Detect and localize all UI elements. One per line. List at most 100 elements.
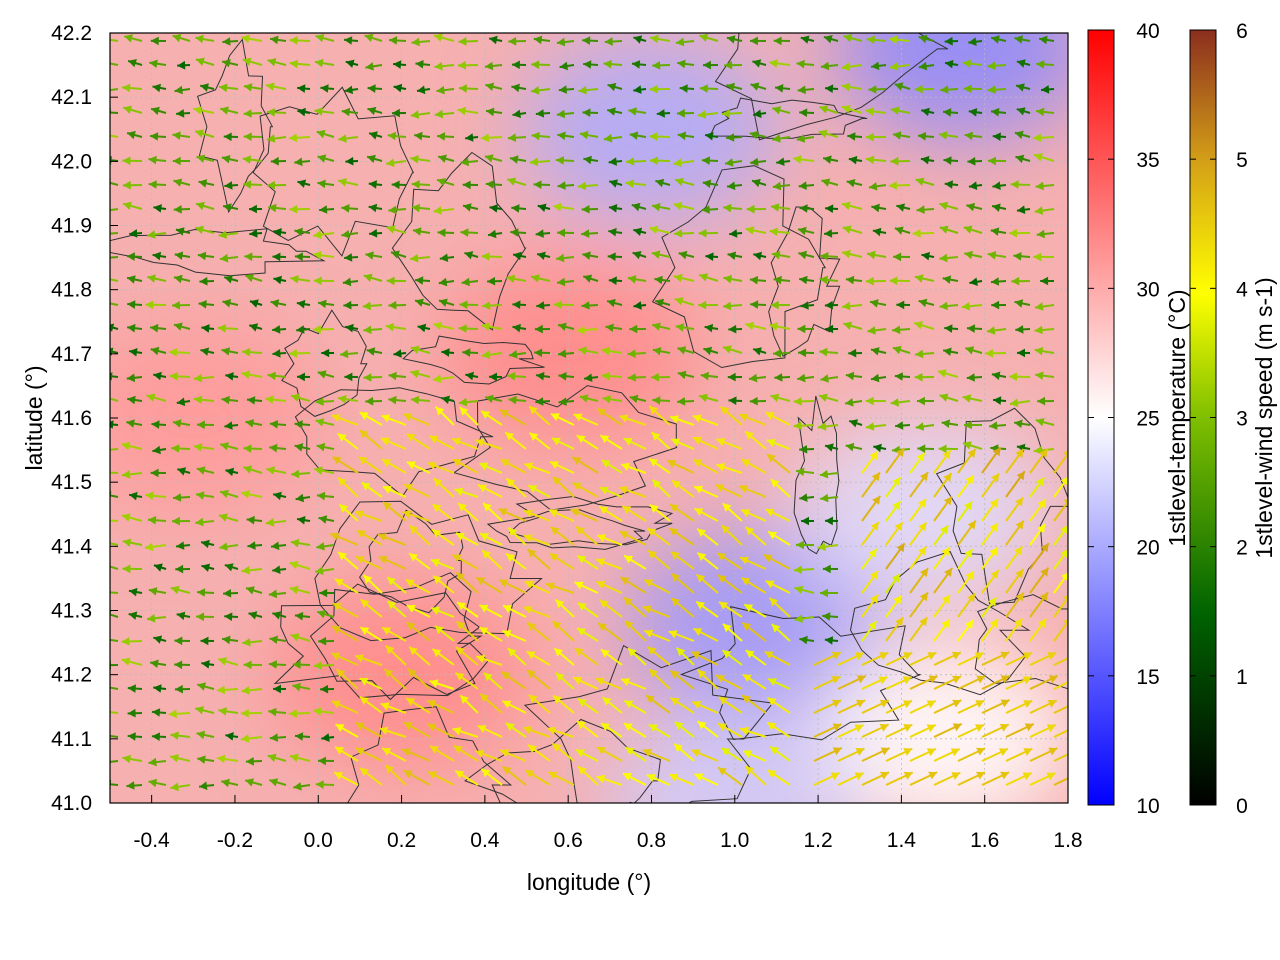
wind-arrow [273, 275, 287, 285]
wind-arrow [110, 88, 119, 92]
wind-arrow [393, 60, 407, 69]
contour-line [402, 335, 545, 385]
wind-arrow [824, 443, 839, 452]
wind-arrow [885, 676, 913, 690]
wind-arrow [557, 349, 575, 358]
wind-arrow [861, 548, 878, 570]
wind-arrow [455, 532, 479, 546]
wind-arrow [1009, 228, 1031, 238]
wind-arrow [454, 671, 479, 690]
wind-arrow [172, 33, 191, 43]
wind-arrow [869, 299, 887, 308]
wind-arrow [452, 458, 479, 474]
wind-arrow [174, 660, 191, 670]
wind-arrow [126, 373, 143, 383]
wind-arrow [914, 372, 935, 382]
wind-arrow [196, 420, 215, 430]
wind-arrow [219, 489, 239, 498]
wind-arrow [632, 251, 647, 260]
wind-arrow [110, 208, 119, 212]
wind-arrow [595, 677, 623, 690]
wind-arrow [151, 708, 167, 717]
wind-arrow [429, 745, 455, 762]
wind-arrow [313, 250, 335, 260]
wind-arrow [526, 669, 551, 690]
wind-arrow [176, 109, 191, 118]
wind-arrow [248, 323, 263, 332]
wind-arrow [670, 550, 695, 570]
wind-arrow [577, 181, 599, 191]
wind-arrow [623, 437, 647, 450]
wind-arrow [195, 57, 215, 66]
wind-arrow [527, 484, 551, 498]
x-tick-label: -0.4 [134, 829, 171, 852]
wind-arrow [652, 61, 671, 70]
wind-arrow [297, 372, 311, 382]
wind-arrow [817, 422, 839, 431]
wind-arrow [126, 419, 143, 428]
wind-arrow [1005, 496, 1024, 522]
wind-arrow [981, 522, 999, 546]
wind-arrow [767, 677, 791, 690]
wind-arrow [110, 278, 119, 282]
wind-arrow [607, 252, 623, 261]
wind-arrow [152, 251, 167, 261]
wind-arrow [198, 179, 215, 188]
wind-arrow [933, 699, 962, 714]
wind-arrow [741, 458, 767, 474]
temperature-region [833, 33, 1068, 141]
wind-arrow [110, 372, 119, 381]
wind-arrow [702, 60, 719, 70]
wind-arrow [885, 542, 906, 570]
contour-line [486, 508, 646, 550]
wind-arrow [966, 202, 983, 212]
wind-arrow [402, 413, 431, 426]
wind-arrow [985, 349, 1007, 358]
wind-arrow [150, 36, 167, 46]
wind-arrow [122, 180, 143, 190]
wind-arrow [381, 626, 407, 642]
wind-arrow [219, 253, 239, 263]
wind-arrow [669, 503, 695, 522]
wind-arrow [649, 84, 671, 94]
wind-arrow [337, 551, 359, 570]
wind-arrow [201, 324, 215, 333]
wind-arrow [1053, 476, 1068, 498]
wind-arrow [600, 722, 623, 738]
wind-arrow [170, 585, 191, 595]
wind-arrow [766, 697, 791, 714]
wind-arrow [890, 156, 911, 166]
wind-arrow [550, 412, 575, 426]
wind-arrow [944, 36, 959, 46]
wind-arrow [576, 627, 599, 642]
wind-arrow [968, 37, 983, 46]
contour-line [679, 606, 921, 741]
wind-arrow [576, 325, 599, 335]
wind-arrow [343, 36, 359, 45]
wind-arrow [957, 747, 986, 762]
wind-arrow [433, 477, 455, 498]
wind-arrow [753, 251, 767, 261]
wind-arrow [289, 560, 311, 570]
wind-arrow [885, 500, 902, 522]
wind-arrow [724, 158, 743, 167]
wind-arrow [122, 105, 143, 114]
colorbar-tick-label: 10 [1136, 795, 1159, 818]
wind-arrow [892, 131, 911, 140]
wind-arrow [170, 731, 191, 740]
wind-arrow [457, 106, 479, 116]
wind-arrow [222, 203, 239, 212]
wind-arrow [981, 771, 1010, 786]
wind-arrow [885, 573, 901, 594]
wind-arrow [577, 765, 599, 786]
wind-arrow [867, 326, 887, 335]
wind-arrow [428, 435, 455, 450]
wind-arrow [606, 298, 623, 308]
wind-arrow [110, 397, 119, 402]
wind-arrow [355, 555, 383, 570]
wind-arrow [981, 699, 1010, 714]
wind-arrow [962, 59, 983, 68]
contour-line [452, 385, 678, 511]
wind-arrow [557, 322, 575, 331]
wind-arrow [1034, 346, 1055, 356]
